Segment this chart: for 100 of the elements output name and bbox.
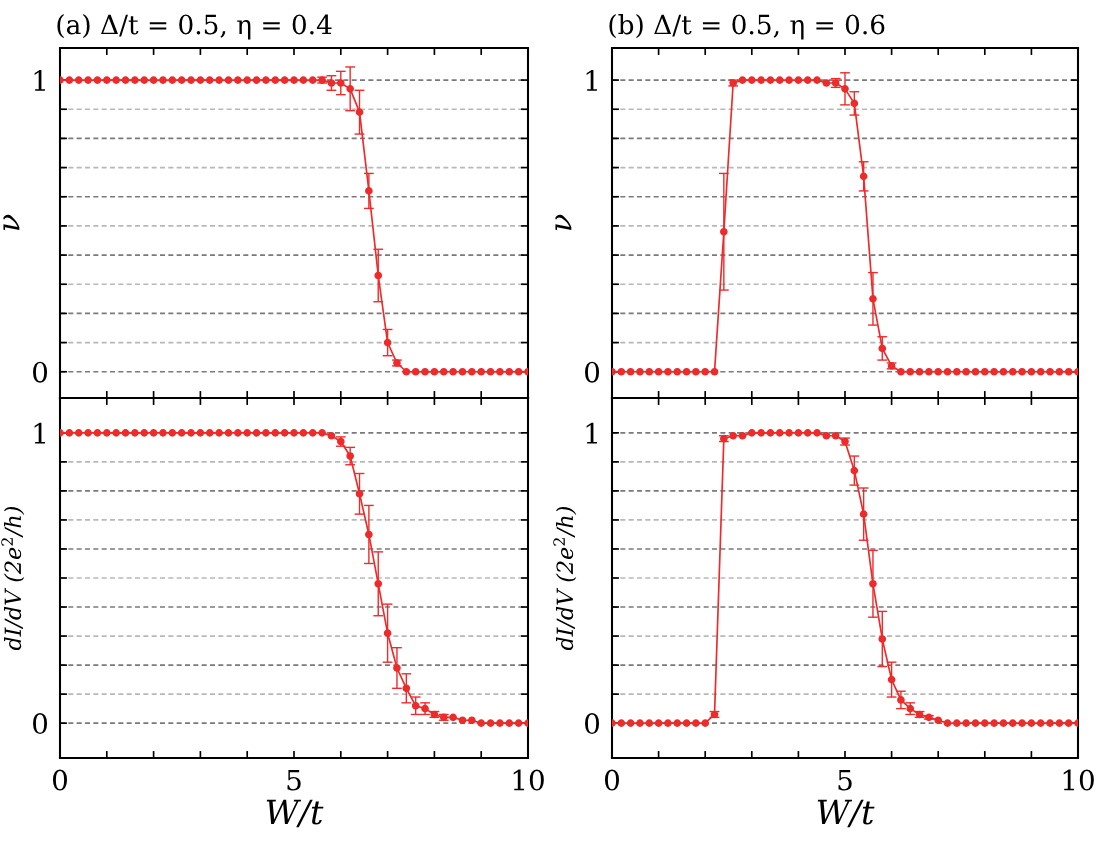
point xyxy=(887,675,896,684)
point xyxy=(934,716,943,725)
y-tick-label: 1 xyxy=(34,70,45,91)
point xyxy=(486,367,495,376)
point xyxy=(393,664,401,672)
point xyxy=(449,367,457,376)
point xyxy=(617,367,626,376)
point xyxy=(458,716,467,725)
point xyxy=(710,367,719,376)
point xyxy=(841,85,849,93)
point xyxy=(224,76,233,84)
point xyxy=(308,76,317,84)
y-tick-label: 1 xyxy=(586,70,597,91)
y-tick-label: 1 xyxy=(34,422,45,444)
y-tick-label: 0 xyxy=(585,361,600,383)
point xyxy=(234,429,242,437)
point xyxy=(757,76,765,84)
point xyxy=(915,367,924,376)
point xyxy=(1046,719,1054,727)
point xyxy=(196,429,205,437)
point xyxy=(990,367,998,376)
point xyxy=(701,719,710,727)
point xyxy=(1008,719,1017,727)
point xyxy=(402,367,411,376)
point xyxy=(775,429,784,437)
point xyxy=(327,79,336,87)
y-axis-title: dI/dV (2e$^{2}$/h) xyxy=(1,507,25,651)
y-axis-title: ν xyxy=(555,214,572,231)
point xyxy=(262,429,270,437)
point xyxy=(794,429,803,437)
point xyxy=(980,367,989,376)
point xyxy=(1018,719,1026,727)
point xyxy=(636,367,644,376)
point xyxy=(505,367,514,376)
point xyxy=(308,429,317,437)
point xyxy=(93,76,102,84)
point xyxy=(140,76,149,84)
point xyxy=(215,76,223,84)
point xyxy=(729,431,737,440)
point xyxy=(355,108,364,116)
x-tick-label: 10 xyxy=(513,769,544,791)
point xyxy=(803,429,812,437)
point xyxy=(383,629,392,637)
point xyxy=(645,367,654,376)
point xyxy=(383,338,392,347)
x-axis-title: W/t xyxy=(266,799,324,828)
point xyxy=(803,76,812,84)
point xyxy=(112,76,120,84)
point xyxy=(243,76,252,84)
point xyxy=(280,429,289,437)
point xyxy=(636,719,644,727)
point xyxy=(682,719,691,727)
point xyxy=(747,76,756,84)
point xyxy=(205,429,214,437)
point xyxy=(664,719,672,727)
point xyxy=(999,367,1008,376)
point xyxy=(402,684,411,693)
point xyxy=(93,429,102,437)
point xyxy=(626,719,635,727)
point xyxy=(224,429,233,437)
point xyxy=(785,76,793,84)
x-tick-label: 10 xyxy=(1063,769,1094,791)
point xyxy=(654,367,663,376)
point xyxy=(980,719,989,727)
point xyxy=(458,367,467,376)
point xyxy=(336,79,345,87)
point xyxy=(121,429,130,437)
point xyxy=(243,429,252,437)
point xyxy=(692,367,700,376)
x-tick-label: 0 xyxy=(604,769,619,791)
point xyxy=(1036,367,1045,376)
point xyxy=(74,429,83,437)
point xyxy=(878,635,887,643)
point xyxy=(990,719,998,727)
point xyxy=(477,719,486,727)
point xyxy=(205,76,214,84)
point xyxy=(692,719,700,727)
point xyxy=(850,99,859,108)
point xyxy=(252,76,261,84)
point xyxy=(346,452,354,460)
point xyxy=(271,429,280,437)
point xyxy=(514,719,523,727)
point xyxy=(468,716,476,725)
point xyxy=(346,85,354,93)
point xyxy=(906,367,915,376)
point xyxy=(971,719,980,727)
point xyxy=(262,76,270,84)
point xyxy=(159,76,167,84)
point xyxy=(168,76,177,84)
point xyxy=(486,719,495,727)
point xyxy=(468,367,476,376)
point xyxy=(496,367,504,376)
point xyxy=(187,429,195,437)
point xyxy=(149,429,158,437)
point xyxy=(234,76,242,84)
point xyxy=(449,713,457,722)
point xyxy=(1046,367,1054,376)
point xyxy=(131,429,139,437)
point xyxy=(766,76,775,84)
point xyxy=(365,187,373,195)
